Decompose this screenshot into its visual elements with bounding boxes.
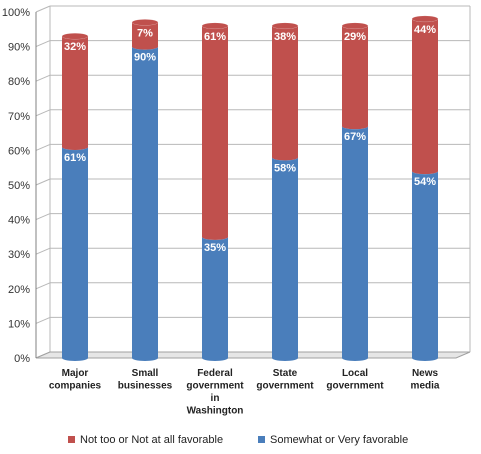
unfavorable-bar-0-cap [61, 32, 89, 40]
gridline-depth [35, 316, 51, 324]
category-label: State government [256, 368, 314, 392]
unfavorable-value-label: 61% [204, 31, 226, 43]
category-label-line: News [412, 368, 439, 379]
favorable-bar-2-body [202, 236, 228, 361]
gridline-depth [35, 143, 51, 151]
gridline-depth [35, 247, 51, 255]
favorable-value-label: 35% [204, 242, 226, 254]
y-tick-label: 10% [8, 318, 30, 330]
unfavorable-bar-3-cap [271, 22, 299, 30]
gridlines [35, 5, 471, 359]
favorable-bar-0 [61, 143, 89, 361]
unfavorable-bar-0 [61, 32, 89, 150]
gridline-depth [35, 109, 51, 117]
category-label-line: government [256, 381, 314, 392]
legend: Not too or Not at all favorable Somewhat … [68, 434, 408, 446]
unfavorable-bar-5-body [412, 18, 438, 175]
unfavorable-bar-2-cap [201, 22, 229, 30]
gridline-depth [35, 282, 51, 290]
unfavorable-bar-2 [201, 22, 229, 240]
unfavorable-value-label: 7% [137, 27, 153, 39]
legend-label: Somewhat or Very favorable [270, 434, 408, 446]
unfavorable-bar-1 [131, 19, 159, 50]
unfavorable-value-label: 29% [344, 31, 366, 43]
y-tick-label: 80% [8, 76, 30, 88]
gridline-depth [35, 5, 51, 13]
favorable-bar-0-body [62, 146, 88, 361]
bars [61, 15, 439, 362]
unfavorable-bar-4-cap [341, 22, 369, 30]
category-label: Local government [326, 368, 384, 392]
category-label-line: government [186, 381, 244, 392]
favorable-bar-3 [271, 154, 299, 361]
category-label: News media [411, 368, 440, 392]
category-label: Federal government in Washington [186, 368, 244, 417]
category-label-line: Local [342, 368, 368, 379]
favorable-bar-5 [411, 167, 439, 361]
gridline-depth [35, 74, 51, 82]
gridline-depth [35, 213, 51, 221]
unfavorable-bar-3 [271, 22, 299, 161]
favorable-bar-3-body [272, 157, 298, 361]
unfavorable-bar-4-body [342, 25, 368, 130]
category-label-line: government [326, 381, 384, 392]
y-tick-label: 70% [8, 111, 30, 123]
unfavorable-bar-5-cap [411, 15, 439, 23]
category-label-line: Federal [197, 368, 233, 379]
favorable-bar-1-body [132, 46, 158, 361]
y-tick-label: 50% [8, 180, 30, 192]
y-tick-labels: 0% 10% 20% 30% 40% 50% 60% 70% 80% 90% 100% [2, 7, 30, 365]
category-label-line: State [273, 368, 298, 379]
legend-swatch [68, 436, 75, 443]
unfavorable-bar-1-cap [131, 19, 159, 26]
y-tick-label: 40% [8, 215, 30, 227]
unfavorable-bar-4 [341, 22, 369, 130]
category-label: Major companies [49, 368, 102, 392]
favorable-bar-1 [131, 43, 159, 361]
y-tick-label: 60% [8, 145, 30, 157]
unfavorable-bar-3-body [272, 25, 298, 161]
y-tick-label: 100% [2, 7, 30, 19]
y-tick-label: 90% [8, 42, 30, 54]
y-tick-label: 0% [14, 353, 30, 365]
legend-label: Not too or Not at all favorable [80, 434, 223, 446]
favorable-value-label: 67% [344, 131, 366, 143]
data-labels: 61% 32% 90% 7% 35% 61% 58% 38% 67% 29% 54% 44% [64, 24, 436, 254]
favorable-value-label: 90% [134, 52, 156, 64]
y-tick-label: 20% [8, 284, 30, 296]
category-label-line: Major [62, 368, 89, 379]
unfavorable-value-label: 38% [274, 31, 296, 43]
y-tick-label: 30% [8, 249, 30, 261]
unfavorable-bar-1-body [132, 22, 158, 50]
favorable-bar-5-body [412, 171, 438, 361]
category-label-line: media [411, 381, 440, 392]
category-label-line: businesses [118, 381, 173, 392]
unfavorable-value-label: 32% [64, 41, 86, 53]
chart-floor [35, 351, 471, 359]
category-label: Small businesses [118, 368, 173, 392]
unfavorable-bar-0-body [62, 36, 88, 150]
favorable-value-label: 58% [274, 162, 296, 174]
gridline-depth [35, 178, 51, 186]
category-label-line: Small [132, 368, 159, 379]
favorable-value-label: 54% [414, 176, 436, 188]
unfavorable-bar-2-body [202, 25, 228, 240]
category-label-line: companies [49, 381, 102, 392]
favorable-value-label: 61% [64, 152, 86, 164]
gridline-depth [35, 40, 51, 48]
unfavorable-value-label: 44% [414, 24, 436, 36]
category-label-line: Washington [187, 406, 244, 417]
unfavorable-bar-5 [411, 15, 439, 175]
favorable-bar-4-body [342, 126, 368, 362]
favorable-bar-4 [341, 122, 369, 362]
category-label-line: in [211, 393, 220, 404]
legend-swatch [258, 436, 265, 443]
